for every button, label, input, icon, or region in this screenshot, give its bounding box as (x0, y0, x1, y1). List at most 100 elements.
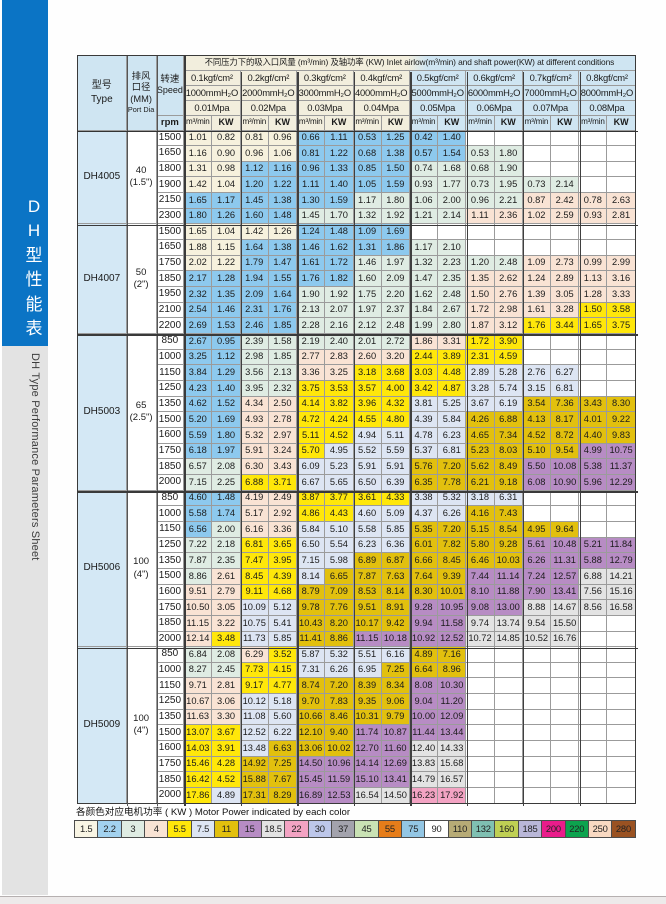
flow-value-cell: 2.02 (184, 255, 212, 271)
flow-value-cell: 3.15 (522, 381, 551, 396)
power-value-cell: 14.85 (494, 631, 522, 647)
power-value-cell: 4.39 (268, 568, 297, 584)
power-value-cell: 0.90 (212, 146, 240, 161)
power-value-cell: 4.59 (494, 349, 522, 365)
flow-value-cell: 1.20 (466, 255, 494, 271)
power-value-cell: 6.65 (325, 568, 353, 584)
flow-value-cell: 6.26 (522, 553, 551, 568)
flow-value-cell: 10.17 (353, 615, 381, 631)
power-value-cell (607, 647, 635, 662)
flow-value-cell: 11.73 (240, 631, 268, 647)
power-value-cell: 3.90 (494, 334, 522, 349)
port-dia-column-header: 排风 口径 (MM) Port Dia (126, 55, 156, 130)
power-value-cell: 4.33 (381, 490, 409, 506)
power-value-cell: 1.40 (212, 381, 240, 396)
power-value-cell: 2.62 (494, 271, 522, 287)
pressure-mpa-header: 0.07Mpa (522, 100, 579, 115)
power-value-cell: 15.16 (607, 584, 635, 600)
power-value-cell (551, 756, 579, 772)
power-value-cell: 15.50 (551, 615, 579, 631)
power-value-cell: 4.43 (325, 506, 353, 521)
power-value-cell: 4.95 (325, 443, 353, 459)
legend-swatch-132: 132 (472, 820, 495, 837)
legend-swatch-11: 11 (215, 820, 238, 837)
flow-value-cell (466, 694, 494, 709)
flow-value-cell: 11.15 (353, 631, 381, 647)
power-value-cell: 1.59 (325, 193, 353, 208)
flow-value-cell (579, 615, 607, 631)
flow-value-cell: 0.96 (240, 146, 268, 161)
power-value-cell: 1.28 (212, 271, 240, 287)
flow-value-cell: 0.78 (579, 193, 607, 208)
power-value-cell (607, 240, 635, 255)
flow-value-cell (466, 647, 494, 662)
power-value-cell: 1.15 (212, 240, 240, 255)
flow-value-cell: 4.01 (579, 412, 607, 427)
power-value-cell: 1.86 (381, 240, 409, 255)
power-value-cell: 10.48 (551, 537, 579, 553)
flow-value-cell: 6.95 (353, 662, 381, 678)
flow-value-cell: 2.60 (353, 349, 381, 365)
power-value-cell: 13.41 (551, 584, 579, 600)
flow-value-cell: 0.66 (297, 130, 325, 146)
power-value-cell (551, 662, 579, 678)
flow-value-cell: 2.89 (466, 365, 494, 380)
power-value-cell (551, 709, 579, 725)
flow-value-cell: 1.46 (353, 255, 381, 271)
power-value-cell: 2.98 (494, 302, 522, 318)
flow-value-cell: 1.76 (297, 271, 325, 287)
flow-value-cell: 10.31 (353, 709, 381, 725)
flow-value-cell: 1.61 (297, 255, 325, 271)
header-line: (2.5") (129, 412, 153, 424)
header-line: 100 (133, 556, 150, 568)
flow-value-cell (579, 130, 607, 146)
pressure-mpa-header: 0.06Mpa (466, 100, 522, 115)
power-value-cell: 10.03 (494, 553, 522, 568)
flow-value-cell: 0.96 (466, 193, 494, 208)
flow-value-cell: 1.05 (353, 177, 381, 193)
rpm-cell: 1350 (156, 396, 184, 412)
power-value-cell: 2.48 (494, 255, 522, 271)
flow-value-cell: 5.62 (466, 459, 494, 474)
pressure-mpa-header: 0.04Mpa (353, 100, 409, 115)
flow-value-cell: 4.95 (522, 521, 551, 537)
flow-value-cell: 4.52 (522, 427, 551, 443)
power-value-cell: 2.14 (551, 177, 579, 193)
power-value-cell: 6.81 (438, 443, 466, 459)
flow-value-cell: 5.51 (353, 647, 381, 662)
flow-value-cell: 5.76 (409, 459, 438, 474)
flow-value-cell: 2.28 (297, 318, 325, 334)
flow-value-cell: 13.83 (409, 756, 438, 772)
rpm-cell: 1350 (156, 553, 184, 568)
power-value-cell (494, 772, 522, 788)
power-value-cell: 2.72 (381, 334, 409, 349)
flow-value-cell: 2.44 (409, 349, 438, 365)
pressure-mpa-header: 0.05Mpa (409, 100, 466, 115)
power-value-cell: 2.48 (438, 287, 466, 302)
power-value-cell: 4.80 (381, 412, 409, 427)
power-value-cell: 5.10 (325, 521, 353, 537)
legend-swatch-4: 4 (145, 820, 168, 837)
power-value-cell: 5.11 (381, 427, 409, 443)
flow-value-cell (579, 694, 607, 709)
flow-value-cell: 3.95 (240, 381, 268, 396)
rpm-cell: 2000 (156, 631, 184, 647)
rpm-cell: 1500 (156, 412, 184, 427)
power-value-cell (551, 694, 579, 709)
power-value-cell: 0.96 (268, 130, 297, 146)
power-value-cell: 2.10 (438, 240, 466, 255)
flow-value-cell: 12.10 (297, 725, 325, 741)
power-value-cell: 0.95 (212, 334, 240, 349)
flow-value-cell: 7.73 (240, 662, 268, 678)
power-value-cell: 5.65 (325, 474, 353, 490)
flow-value-cell (579, 647, 607, 662)
flow-value-cell: 4.13 (522, 412, 551, 427)
flow-value-cell (522, 506, 551, 521)
flow-value-cell: 12.70 (353, 741, 381, 756)
power-value-cell: 1.46 (212, 302, 240, 318)
flow-value-cell (522, 240, 551, 255)
flow-value-cell: 7.22 (184, 537, 212, 553)
flow-value-cell: 1.65 (184, 193, 212, 208)
flow-value-cell: 7.87 (353, 568, 381, 584)
power-value-cell: 1.97 (381, 255, 409, 271)
